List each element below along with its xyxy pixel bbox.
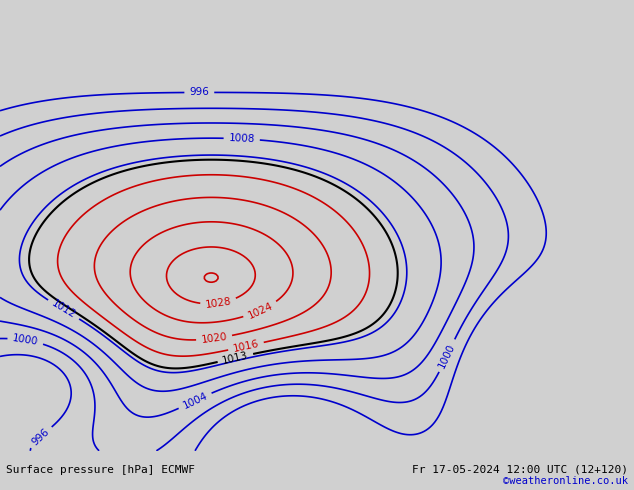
Text: 1004: 1004 — [181, 391, 209, 411]
Text: 996: 996 — [190, 87, 209, 98]
Text: 996: 996 — [30, 426, 51, 447]
Text: 1008: 1008 — [228, 133, 255, 145]
Text: 1020: 1020 — [200, 332, 228, 345]
Text: 1000: 1000 — [437, 342, 457, 369]
Text: 1016: 1016 — [232, 339, 260, 354]
Text: 1013: 1013 — [221, 350, 249, 366]
Text: Fr 17-05-2024 12:00 UTC (12+120): Fr 17-05-2024 12:00 UTC (12+120) — [411, 465, 628, 474]
Text: 1000: 1000 — [12, 333, 39, 347]
Text: 1024: 1024 — [246, 300, 275, 320]
Text: Surface pressure [hPa] ECMWF: Surface pressure [hPa] ECMWF — [6, 465, 195, 474]
Text: 1028: 1028 — [205, 296, 232, 310]
Text: ©weatheronline.co.uk: ©weatheronline.co.uk — [503, 476, 628, 486]
Text: 1012: 1012 — [49, 298, 77, 320]
